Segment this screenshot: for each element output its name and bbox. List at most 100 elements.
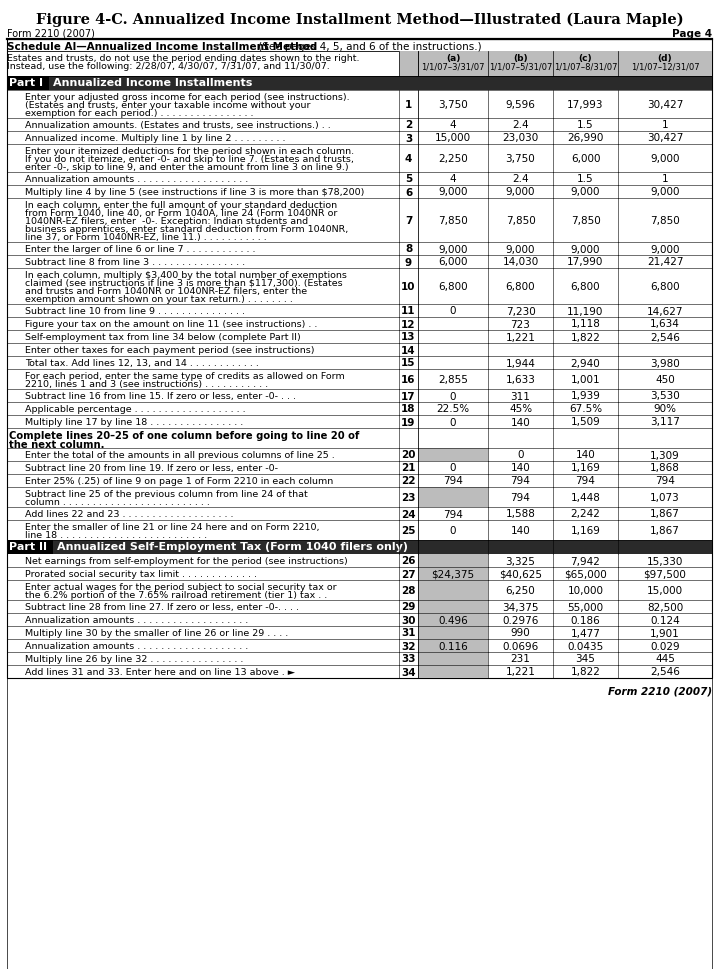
Text: 8: 8 xyxy=(405,244,412,254)
Text: 11,190: 11,190 xyxy=(567,306,604,316)
Text: 24: 24 xyxy=(401,509,416,519)
Text: 2,250: 2,250 xyxy=(438,154,468,164)
Text: Enter 25% (.25) of line 9 on page 1 of Form 2210 in each column: Enter 25% (.25) of line 9 on page 1 of F… xyxy=(25,477,333,485)
Bar xyxy=(418,580,488,601)
Text: Enter other taxes for each payment period (see instructions): Enter other taxes for each payment perio… xyxy=(25,345,314,355)
Text: 28: 28 xyxy=(401,585,416,595)
Text: 19: 19 xyxy=(401,417,416,427)
Text: 14: 14 xyxy=(401,345,416,355)
Bar xyxy=(418,626,488,640)
Text: Net earnings from self-employment for the period (see instructions): Net earnings from self-employment for th… xyxy=(25,556,348,565)
Text: 6,000: 6,000 xyxy=(571,154,600,164)
Bar xyxy=(418,666,488,678)
Text: Annualized income. Multiply line 1 by line 2 . . . . . . . . .: Annualized income. Multiply line 1 by li… xyxy=(25,134,285,142)
Text: 15: 15 xyxy=(401,359,416,368)
Text: 25: 25 xyxy=(401,525,416,536)
Text: Subtract line 25 of the previous column from line 24 of that: Subtract line 25 of the previous column … xyxy=(25,489,308,498)
Text: 1,509: 1,509 xyxy=(571,417,600,427)
Text: $97,500: $97,500 xyxy=(644,569,687,578)
Text: $24,375: $24,375 xyxy=(431,569,475,578)
Text: 1.5: 1.5 xyxy=(577,120,594,131)
Text: 1,221: 1,221 xyxy=(505,667,536,676)
Text: Enter your itemized deductions for the period shown in each column.: Enter your itemized deductions for the p… xyxy=(25,146,354,156)
Text: 2,940: 2,940 xyxy=(571,359,600,368)
Text: 1040NR-EZ filers, enter  -0-. Exception: Indian students and: 1040NR-EZ filers, enter -0-. Exception: … xyxy=(25,217,308,226)
Text: exemption for each period.) . . . . . . . . . . . . . . . .: exemption for each period.) . . . . . . … xyxy=(25,109,254,117)
Text: Subtract line 8 from line 3 . . . . . . . . . . . . . . . .: Subtract line 8 from line 3 . . . . . . … xyxy=(25,258,245,266)
Text: Part II: Part II xyxy=(9,542,47,552)
Text: Total tax. Add lines 12, 13, and 14 . . . . . . . . . . . .: Total tax. Add lines 12, 13, and 14 . . … xyxy=(25,359,259,367)
Text: 1: 1 xyxy=(661,120,669,131)
Bar xyxy=(418,554,488,568)
Text: 23: 23 xyxy=(401,492,416,503)
Text: 4: 4 xyxy=(449,120,457,131)
Text: 34,375: 34,375 xyxy=(503,602,539,611)
Text: 1,901: 1,901 xyxy=(650,628,680,638)
Text: 794: 794 xyxy=(443,509,463,519)
Text: 3,980: 3,980 xyxy=(650,359,680,368)
Text: from Form 1040, line 40, or Form 1040A, line 24 (Form 1040NR or: from Form 1040, line 40, or Form 1040A, … xyxy=(25,208,337,218)
Text: 17: 17 xyxy=(401,391,416,401)
Text: 22: 22 xyxy=(401,476,416,486)
Text: 7,850: 7,850 xyxy=(650,216,680,226)
Text: 1/1/07–3/31/07: 1/1/07–3/31/07 xyxy=(421,62,485,71)
Text: Subtract line 10 from line 9 . . . . . . . . . . . . . . .: Subtract line 10 from line 9 . . . . . .… xyxy=(25,306,245,316)
Text: enter -0-, skip to line 9, and enter the amount from line 3 on line 9.): enter -0-, skip to line 9, and enter the… xyxy=(25,163,349,172)
Text: the 6.2% portion of the 7.65% railroad retirement (tier 1) tax . .: the 6.2% portion of the 7.65% railroad r… xyxy=(25,590,327,599)
Text: 15,000: 15,000 xyxy=(647,585,683,595)
Text: 34: 34 xyxy=(401,667,416,676)
Text: 30,427: 30,427 xyxy=(647,100,683,109)
Text: 9,000: 9,000 xyxy=(650,244,679,254)
Text: 2,855: 2,855 xyxy=(438,375,468,385)
Text: 9,596: 9,596 xyxy=(505,100,536,109)
Text: 90%: 90% xyxy=(654,404,677,414)
Text: 21: 21 xyxy=(401,463,416,473)
Text: 7,850: 7,850 xyxy=(571,216,600,226)
Bar xyxy=(7,541,53,554)
Text: Self-employment tax from line 34 below (complete Part II): Self-employment tax from line 34 below (… xyxy=(25,332,301,341)
Text: exemption amount shown on your tax return.) . . . . . . . .: exemption amount shown on your tax retur… xyxy=(25,295,293,303)
Text: For each period, enter the same type of credits as allowed on Form: For each period, enter the same type of … xyxy=(25,371,344,381)
Text: the next column.: the next column. xyxy=(9,439,104,450)
Text: 6,250: 6,250 xyxy=(505,585,536,595)
Text: 15,000: 15,000 xyxy=(435,134,471,143)
Bar xyxy=(418,613,488,626)
Text: 2210, lines 1 and 3 (see instructions) . . . . . . . . . . .: 2210, lines 1 and 3 (see instructions) .… xyxy=(25,380,268,389)
Text: 311: 311 xyxy=(510,391,531,401)
Text: 6,000: 6,000 xyxy=(439,257,468,267)
Text: 2.4: 2.4 xyxy=(512,174,528,184)
Text: Estates and trusts, do not use the period ending dates shown to the right.: Estates and trusts, do not use the perio… xyxy=(7,54,360,63)
Text: 10: 10 xyxy=(401,282,416,292)
Text: Subtract line 16 from line 15. If zero or less, enter -0- . . .: Subtract line 16 from line 15. If zero o… xyxy=(25,391,296,400)
Text: 3,325: 3,325 xyxy=(505,556,536,566)
Text: column . . . . . . . . . . . . . . . . . . . . . . . . .: column . . . . . . . . . . . . . . . . .… xyxy=(25,497,210,506)
Text: 6,800: 6,800 xyxy=(438,282,468,292)
Text: 450: 450 xyxy=(655,375,675,385)
Text: 82,500: 82,500 xyxy=(647,602,683,611)
Text: Add lines 31 and 33. Enter here and on line 13 above . ►: Add lines 31 and 33. Enter here and on l… xyxy=(25,667,295,676)
Text: 1: 1 xyxy=(405,100,412,109)
Text: 140: 140 xyxy=(510,417,531,427)
Text: 7,850: 7,850 xyxy=(505,216,536,226)
Text: 1,939: 1,939 xyxy=(571,391,600,401)
Text: Annualization amounts . . . . . . . . . . . . . . . . . . .: Annualization amounts . . . . . . . . . … xyxy=(25,615,248,624)
Text: (b): (b) xyxy=(513,54,528,63)
Text: Figure your tax on the amount on line 11 (see instructions) . .: Figure your tax on the amount on line 11… xyxy=(25,320,317,328)
Text: 67.5%: 67.5% xyxy=(569,404,602,414)
Text: Annualization amounts. (Estates and trusts, see instructions.) . .: Annualization amounts. (Estates and trus… xyxy=(25,121,331,130)
Text: 1,169: 1,169 xyxy=(571,525,600,536)
Text: 0.124: 0.124 xyxy=(650,615,680,625)
Text: (d): (d) xyxy=(658,54,672,63)
Bar xyxy=(418,487,488,508)
Bar xyxy=(418,640,488,652)
Text: 0.2976: 0.2976 xyxy=(503,615,539,625)
Text: line 18 . . . . . . . . . . . . . . . . . . . . . . . . .: line 18 . . . . . . . . . . . . . . . . … xyxy=(25,530,207,539)
Text: (See pages 4, 5, and 6 of the instructions.): (See pages 4, 5, and 6 of the instructio… xyxy=(255,42,482,51)
Text: Subtract line 28 from line 27. If zero or less, enter -0-. . . .: Subtract line 28 from line 27. If zero o… xyxy=(25,602,299,611)
Text: 1,867: 1,867 xyxy=(650,525,680,536)
Text: 26,990: 26,990 xyxy=(567,134,604,143)
Text: 9,000: 9,000 xyxy=(505,244,535,254)
Text: 794: 794 xyxy=(655,476,675,486)
Text: 14,627: 14,627 xyxy=(647,306,683,316)
Text: 9: 9 xyxy=(405,257,412,267)
